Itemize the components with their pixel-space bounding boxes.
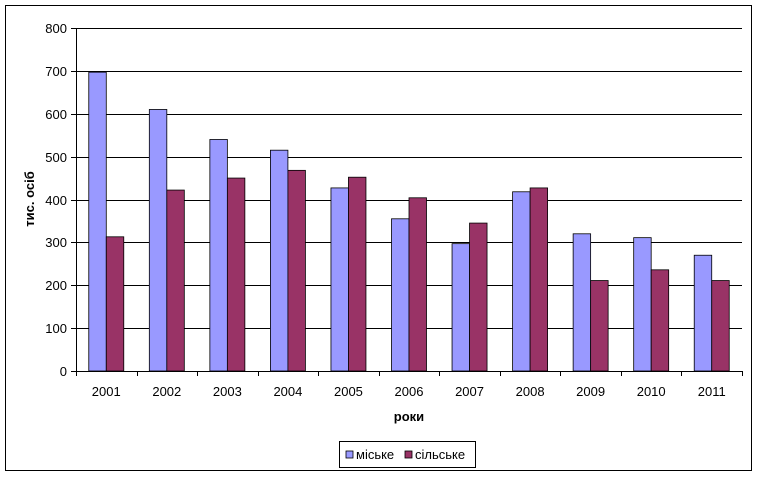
axes (71, 28, 743, 376)
bar-urban-2005 (330, 187, 349, 372)
bar-rural-2003 (226, 177, 246, 372)
bar-urban-2004 (270, 149, 289, 372)
x-tick-label-2001: 2001 (92, 384, 121, 399)
y-tick-label-100: 100 (45, 321, 67, 336)
y-tick-label-600: 600 (45, 107, 67, 122)
x-tick-label-2008: 2008 (516, 384, 545, 399)
x-tick-label-2011: 2011 (698, 384, 726, 399)
x-axis-title: роки (394, 409, 424, 424)
y-tick-label-400: 400 (45, 193, 67, 208)
bar-urban-2009 (572, 233, 592, 372)
bar-urban-2006 (391, 218, 410, 372)
bar-urban-2003 (209, 139, 228, 372)
legend: міське сільське (339, 441, 476, 468)
x-tick-label-2009: 2009 (576, 384, 605, 399)
bar-urban-2002 (148, 109, 168, 372)
legend-label-urban: міське (356, 447, 394, 462)
bar-rural-2007 (469, 222, 488, 372)
bar-rural-2001 (105, 236, 125, 372)
y-tick-label-500: 500 (45, 150, 67, 165)
legend-label-rural: сільське (415, 447, 465, 462)
bar-rural-2005 (348, 176, 367, 372)
x-tick-label-2005: 2005 (334, 384, 363, 399)
bar-urban-2008 (512, 191, 531, 372)
bar-rural-2002 (166, 189, 185, 372)
x-tick-label-2010: 2010 (637, 384, 666, 399)
x-tick-label-2007: 2007 (455, 384, 484, 399)
x-tick-label-2002: 2002 (152, 384, 181, 399)
bar-urban-2010 (633, 237, 652, 372)
y-tick-label-700: 700 (45, 64, 67, 79)
bars (88, 71, 730, 372)
bar-urban-2001 (88, 71, 107, 372)
y-tick-labels: 0 100 200 300 400 500 600 700 800 (45, 21, 67, 379)
bar-rural-2011 (711, 280, 730, 372)
chart-frame (5, 5, 752, 471)
bar-rural-2006 (408, 197, 427, 372)
bar-urban-2007 (451, 243, 470, 372)
bar-rural-2009 (590, 280, 609, 372)
gridlines (76, 28, 742, 329)
y-tick-label-800: 800 (45, 21, 67, 36)
x-tick-label-2003: 2003 (213, 384, 242, 399)
y-tick-label-200: 200 (45, 278, 67, 293)
y-tick-label-300: 300 (45, 235, 67, 250)
bar-rural-2010 (650, 269, 670, 372)
y-axis-title: тис. осіб (22, 171, 37, 226)
bar-rural-2008 (529, 187, 548, 372)
bar-urban-2011 (693, 254, 713, 372)
bar-rural-2004 (287, 169, 306, 372)
y-tick-label-0: 0 (60, 364, 67, 379)
x-tick-label-2004: 2004 (273, 384, 302, 399)
legend-swatch-urban (345, 450, 354, 459)
x-tick-label-2006: 2006 (395, 384, 424, 399)
x-tick-labels: 2001 2002 2003 2004 2005 2006 2007 2008 2009 2010… (92, 384, 726, 399)
legend-swatch-rural (404, 450, 413, 459)
